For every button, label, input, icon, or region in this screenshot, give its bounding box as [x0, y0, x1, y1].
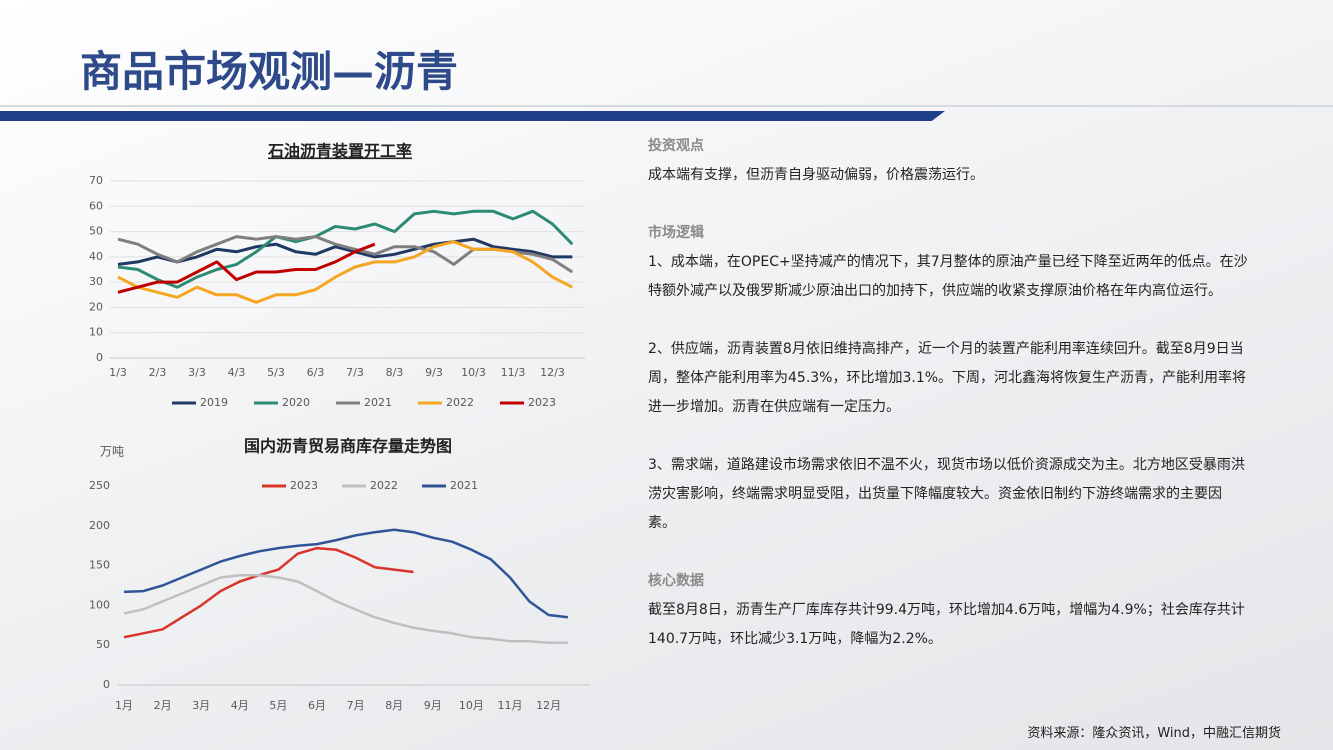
x-tick-label: 12月 [536, 699, 561, 712]
y-tick-label: 100 [89, 598, 110, 611]
legend-label: 2021 [364, 396, 392, 409]
divider [0, 105, 1333, 107]
x-tick-label: 4月 [231, 699, 249, 712]
chart-title: 国内沥青贸易商库存量走势图 [244, 437, 452, 456]
x-tick-label: 7/3 [346, 366, 364, 379]
series-line [123, 528, 569, 619]
analysis-text: 投资观点成本端有支撑，但沥青自身驱动偏弱，价格震荡运行。 市场逻辑 1、成本端，在O… [648, 132, 1248, 683]
source: 资料来源：隆众资讯，Wind，中融汇信期货 [1027, 726, 1281, 741]
legend-label: 2023 [290, 479, 318, 492]
section: 投资观点成本端有支撑，但沥青自身驱动偏弱，价格震荡运行。 [648, 132, 1248, 190]
x-tick-label: 3/3 [188, 366, 206, 379]
x-tick-label: 7月 [347, 699, 365, 712]
x-tick-label: 11月 [498, 699, 523, 712]
y-tick-label: 150 [89, 559, 110, 572]
x-tick-label: 3月 [192, 699, 210, 712]
x-tick-label: 9月 [424, 699, 442, 712]
slide-title: 商品市场观测—沥青 [80, 47, 459, 96]
y-tick-label: 250 [89, 479, 110, 492]
x-tick-label: 1/3 [109, 366, 127, 379]
y-tick-label: 60 [89, 199, 103, 212]
x-tick-label: 8月 [385, 699, 403, 712]
paragraph: 成本端有支撑，但沥青自身驱动偏弱，价格震荡运行。 [648, 167, 984, 183]
x-tick-label: 10/3 [461, 366, 486, 379]
series-line [117, 235, 574, 274]
x-tick-label: 10月 [459, 699, 484, 712]
series-line [123, 546, 414, 639]
legend-label: 2022 [370, 479, 398, 492]
x-tick-label: 12/3 [540, 366, 565, 379]
paragraph: 3、需求端，道路建设市场需求依旧不温不火，现货市场以低价资源成交为主。北方地区受… [648, 457, 1245, 531]
section-heading: 核心数据 [648, 573, 704, 589]
series-line [117, 209, 574, 289]
y-tick-label: 30 [89, 275, 103, 288]
y-tick-label: 10 [89, 326, 103, 339]
x-tick-label: 6/3 [307, 366, 325, 379]
x-tick-label: 2/3 [149, 366, 167, 379]
legend-label: 2022 [446, 396, 474, 409]
x-tick-label: 6月 [308, 699, 326, 712]
legend-label: 2021 [450, 479, 478, 492]
series-line [117, 237, 573, 266]
chart-title: 石油沥青装置开工率 [267, 142, 412, 161]
x-tick-label: 5/3 [267, 366, 285, 379]
y-tick-label: 20 [89, 300, 103, 313]
series-line [117, 242, 376, 294]
header-bar [0, 111, 945, 121]
paragraph: 截至8月8日，沥青生产厂库库存共计99.4万吨，环比增加4.6万吨，增幅为4.9… [648, 602, 1245, 647]
section-heading: 投资观点 [648, 138, 704, 154]
x-tick-label: 9/3 [425, 366, 443, 379]
y-tick-label: 50 [96, 638, 110, 651]
y-tick-label: 200 [89, 519, 110, 532]
series-line [123, 573, 568, 645]
x-tick-label: 5月 [269, 699, 287, 712]
section: 市场逻辑 1、成本端，在OPEC+坚持减产的情况下，其7月整体的原油产量已经下降至… [648, 219, 1248, 538]
legend-label: 2023 [528, 396, 556, 409]
paragraph: 1、成本端，在OPEC+坚持减产的情况下，其7月整体的原油产量已经下降至近两年的… [648, 254, 1248, 299]
y-axis-label: 万吨 [100, 445, 124, 459]
x-tick-label: 1月 [115, 699, 133, 712]
y-tick-label: 70 [89, 174, 103, 187]
paragraph: 2、供应端，沥青装置8月依旧维持高排产，近一个月的装置产能利用率连续回升。截至8… [648, 341, 1247, 415]
x-tick-label: 11/3 [501, 366, 526, 379]
series-line [117, 240, 573, 304]
y-tick-label: 40 [89, 250, 103, 263]
x-tick-label: 8/3 [386, 366, 404, 379]
y-tick-label: 0 [103, 678, 110, 691]
section: 核心数据截至8月8日，沥青生产厂库库存共计99.4万吨，环比增加4.6万吨，增幅… [648, 567, 1248, 654]
section-heading: 市场逻辑 [648, 225, 704, 241]
x-tick-label: 4/3 [228, 366, 246, 379]
charts: 石油沥青装置开工率 0 10 20 30 40 50 60 70 1/3 2/3 3/3 4/3 5/3 6… [89, 142, 590, 712]
legend-label: 2020 [282, 396, 310, 409]
legend-label: 2019 [200, 396, 228, 409]
y-tick-label: 0 [96, 351, 103, 364]
y-tick-label: 50 [89, 225, 103, 238]
x-tick-label: 2月 [154, 699, 172, 712]
